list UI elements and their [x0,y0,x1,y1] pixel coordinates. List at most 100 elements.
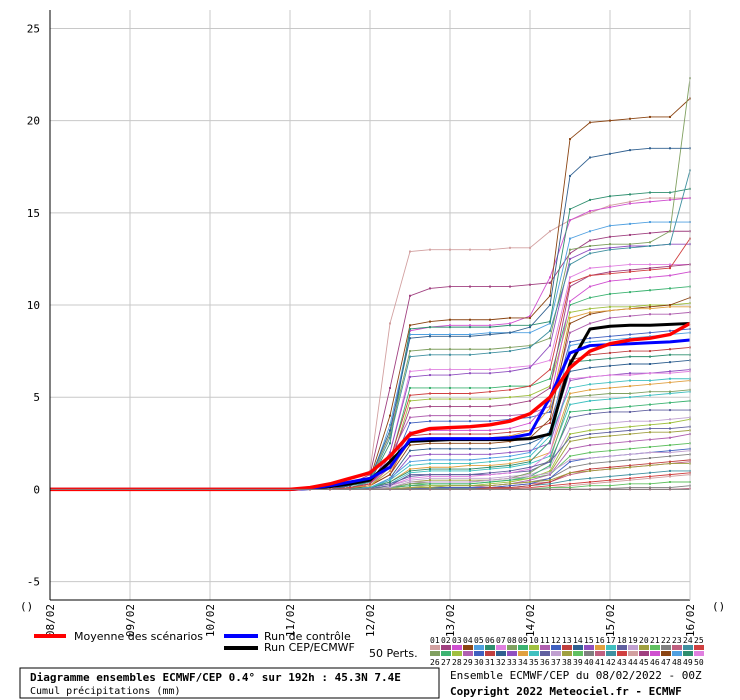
member-point-46-18 [629,482,631,485]
member-swatch-38 [562,651,572,656]
member-point-8-6 [389,433,391,436]
member-point-7-17 [609,265,611,268]
member-swatch-50 [694,651,704,656]
member-point-45-8 [429,486,431,489]
member-point-37-10 [469,486,471,489]
member-id-08: 08 [507,636,517,645]
member-point-49-7 [409,355,411,358]
member-point-15-7 [409,455,411,458]
member-point-40-7 [409,375,411,378]
x-tick-label-7: 15/02 [604,604,617,637]
member-point-13-9 [449,433,451,436]
member-point-4-19 [649,115,651,118]
member-point-15-11 [489,453,491,456]
member-point-9-14 [549,377,551,380]
member-point-2-9 [449,285,451,288]
member-point-39-4 [349,484,351,487]
member-point-22-19 [649,457,651,460]
member-point-29-7 [409,444,411,447]
member-id-19: 19 [628,636,638,645]
member-point-35-16 [589,429,591,432]
member-point-30-10 [469,458,471,461]
footer-subtitle: Cumul précipitations (mm) [30,685,181,697]
member-point-22-16 [589,462,591,465]
member-point-29-14 [549,418,551,421]
member-point-20-19 [649,431,651,434]
chart-grid [49,10,691,600]
member-point-5-8 [429,333,431,336]
member-point-35-20 [669,422,671,424]
y-tick-label-3: 10 [27,299,40,312]
member-point-31-10 [469,468,471,471]
member-point-42-10 [469,462,471,465]
member-point-19-19 [649,420,651,423]
member-point-21-20 [669,444,671,447]
member-point-10-19 [649,304,651,306]
member-point-32-19 [649,372,651,375]
y-tick-label-5: 0 [33,483,40,496]
member-point-17-9 [449,469,451,472]
member-point-2-16 [589,239,591,242]
member-id-46: 46 [650,658,660,667]
member-point-19-18 [629,420,631,423]
member-point-20-15 [569,440,571,443]
member-point-34-12 [509,479,511,482]
member-point-28-8 [429,429,431,432]
member-point-39-18 [629,149,631,152]
member-point-28-20 [669,274,671,277]
member-point-39-13 [529,326,531,329]
member-point-34-14 [549,464,551,467]
member-point-1-19 [649,197,651,200]
member-point-32-14 [549,451,551,454]
member-point-43-13 [529,466,531,469]
member-point-29-8 [429,442,431,445]
member-point-9-11 [489,386,491,389]
member-point-5-10 [469,333,471,336]
member-point-41-16 [589,311,591,314]
member-point-40-14 [549,344,551,347]
member-point-10-17 [609,305,611,308]
member-point-10-18 [629,305,631,308]
member-point-16-12 [509,462,511,465]
member-id-25: 25 [694,636,704,645]
member-point-49-20 [669,243,671,246]
member-point-42-9 [449,462,451,465]
member-point-17-17 [609,398,611,401]
member-swatch-32 [496,651,506,656]
member-point-42-7 [409,464,411,467]
member-point-50-16 [589,274,591,277]
member-point-30-9 [449,458,451,461]
member-id-20: 20 [639,636,649,645]
member-point-43-6 [389,484,391,487]
member-id-18: 18 [617,636,627,645]
member-point-50-20 [669,267,671,270]
member-point-13-11 [489,433,491,436]
member-point-34-8 [429,482,431,485]
member-point-16-11 [489,464,491,467]
member-point-12-13 [529,416,531,419]
member-point-31-13 [529,460,531,463]
member-point-30-18 [629,337,631,340]
member-point-28-12 [509,427,511,430]
main-series [50,321,691,492]
member-point-50-9 [449,392,451,395]
member-point-35-12 [509,481,511,483]
member-point-43-9 [449,473,451,476]
member-point-44-10 [469,481,471,483]
member-point-20-20 [669,431,671,434]
member-point-42-20 [669,377,671,380]
member-point-24-19 [649,471,651,474]
member-point-1-6 [389,322,391,325]
member-point-27-7 [409,407,411,410]
member-point-28-13 [529,422,531,424]
member-point-36-13 [529,479,531,482]
member-point-17-20 [669,392,671,395]
member-point-30-6 [389,477,391,480]
member-point-42-13 [529,455,531,458]
member-swatch-39 [573,651,583,656]
member-id-34: 34 [518,658,528,667]
member-point-27-13 [529,399,531,402]
legend-perturbations-label: 50 Perts. [369,647,418,660]
member-point-30-19 [649,335,651,338]
member-point-1-13 [529,246,531,249]
